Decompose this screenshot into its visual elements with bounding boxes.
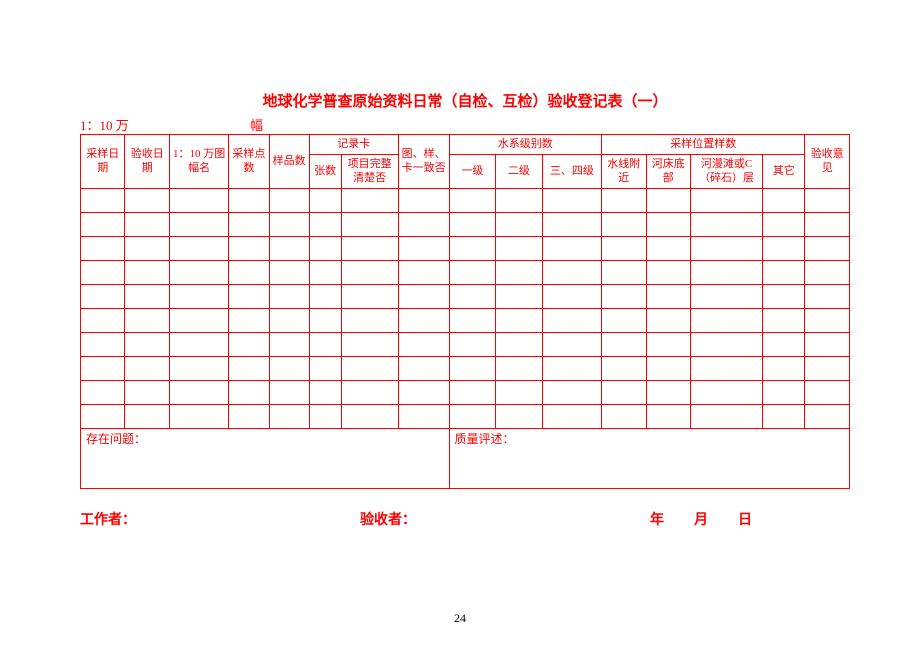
subtitle-scale: 1：10 万 (80, 115, 250, 134)
header-level1: 一级 (449, 155, 496, 189)
table-row (81, 212, 850, 236)
subtitle-sheet: 幅 (250, 115, 263, 134)
header-level2: 二级 (496, 155, 543, 189)
header-floodplain: 河漫滩或C（碎石）层 (691, 155, 763, 189)
table-row (81, 380, 850, 404)
header-sample-points: 采样点数 (229, 135, 269, 189)
signature-row: 工作者： 验收者： 年 月 日 (80, 509, 850, 529)
table-row (81, 332, 850, 356)
header-opinion: 验收意见 (805, 135, 850, 189)
main-table: 采样日期 验收日期 1：10 万图幅名 采样点数 样品数 记录卡 图、样、卡一致… (80, 134, 850, 489)
header-water-system: 水系级别数 (449, 135, 602, 155)
day-label: 日 (738, 509, 752, 529)
table-row (81, 188, 850, 212)
header-sheets: 张数 (309, 155, 341, 189)
header-consistency: 图、样、卡一致否 (398, 135, 449, 189)
header-sample-date: 采样日期 (81, 135, 125, 189)
problems-cell: 存在问题： (81, 428, 450, 488)
header-sample-count: 样品数 (269, 135, 309, 189)
page-number: 24 (454, 611, 466, 626)
header-record-card: 记录卡 (309, 135, 398, 155)
footer-row: 存在问题： 质量评述： (81, 428, 850, 488)
page-title: 地球化学普查原始资料日常（自检、互检）验收登记表（一） (80, 90, 850, 111)
header-waterline: 水线附近 (602, 155, 646, 189)
table-row (81, 284, 850, 308)
header-other: 其它 (763, 155, 805, 189)
subtitle-row: 1：10 万 幅 (80, 115, 850, 134)
table-row (81, 356, 850, 380)
quality-cell: 质量评述： (449, 428, 849, 488)
month-label: 月 (694, 509, 708, 529)
date-section: 年 月 日 (650, 509, 752, 529)
header-check-date: 验收日期 (125, 135, 169, 189)
header-level34: 三、四级 (542, 155, 601, 189)
table-row (81, 308, 850, 332)
worker-label: 工作者： (80, 509, 360, 529)
table-row (81, 404, 850, 428)
year-label: 年 (650, 509, 664, 529)
header-sample-position: 采样位置样数 (602, 135, 805, 155)
table-row (81, 236, 850, 260)
table-row (81, 260, 850, 284)
checker-label: 验收者： (360, 509, 650, 529)
header-map-name: 1：10 万图幅名 (169, 135, 228, 189)
header-complete: 项目完整清楚否 (341, 155, 398, 189)
header-row-1: 采样日期 验收日期 1：10 万图幅名 采样点数 样品数 记录卡 图、样、卡一致… (81, 135, 850, 155)
header-riverbed: 河床底部 (646, 155, 690, 189)
